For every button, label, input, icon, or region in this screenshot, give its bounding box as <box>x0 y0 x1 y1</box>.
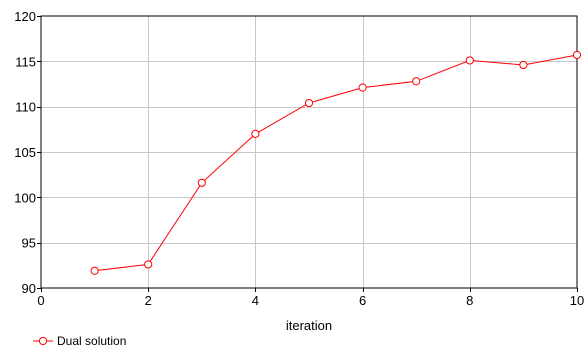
data-point <box>465 56 474 65</box>
x-tick-label: 10 <box>570 293 584 308</box>
x-tick-label: 2 <box>145 293 152 308</box>
x-tick-label: 6 <box>359 293 366 308</box>
data-point <box>90 266 99 275</box>
x-axis-label: iteration <box>286 318 332 333</box>
y-tick-label: 90 <box>22 281 36 296</box>
series-line <box>94 54 578 272</box>
legend: Dual solution <box>33 334 126 348</box>
data-point <box>412 77 421 86</box>
legend-label: Dual solution <box>57 334 126 348</box>
y-tick-label: 95 <box>22 236 36 251</box>
legend-marker <box>38 336 48 346</box>
data-point <box>572 50 582 60</box>
data-point <box>251 129 260 138</box>
x-tick-label: 8 <box>466 293 473 308</box>
data-point <box>358 83 367 92</box>
ticks: 0 2 4 6 8 10 90 95 100 105 110 115 120 <box>14 9 584 308</box>
y-tick-label: 120 <box>14 9 36 24</box>
y-tick-label: 100 <box>14 190 36 205</box>
x-tick-label: 0 <box>37 293 44 308</box>
data-point <box>304 98 314 108</box>
series-dual-solution <box>90 50 582 275</box>
y-tick-label: 115 <box>15 54 36 69</box>
data-point <box>197 178 206 187</box>
data-point <box>519 60 528 70</box>
x-tick-label: 4 <box>252 293 259 308</box>
data-point <box>144 260 153 269</box>
y-tick-label: 110 <box>15 100 36 115</box>
y-tick-label: 105 <box>14 145 36 160</box>
series-layer <box>90 50 582 275</box>
